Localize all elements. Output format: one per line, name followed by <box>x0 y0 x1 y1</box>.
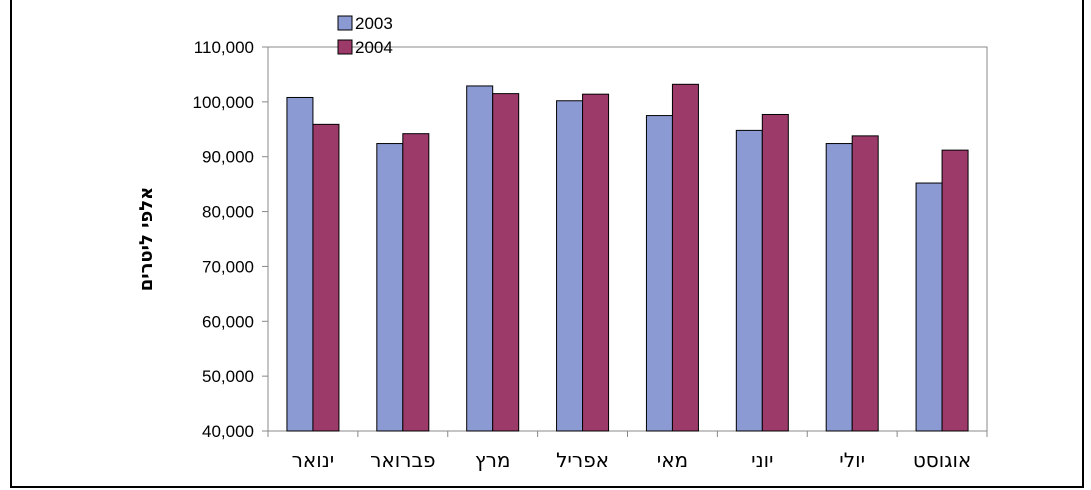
bar-2004-1 <box>312 123 340 432</box>
bar-2004-5 <box>671 83 699 432</box>
bar-2003-1 <box>286 96 314 432</box>
y-tick-label: 70,000 <box>202 257 254 276</box>
x-category-label: מרץ <box>475 448 511 472</box>
bar-2004-2 <box>402 133 430 432</box>
bar-2004-3 <box>492 93 520 432</box>
legend-label-2004: 2004 <box>355 38 393 57</box>
x-category-label: יולי <box>839 448 865 472</box>
bar-2003-4 <box>556 100 584 432</box>
x-category-label: ינואר <box>292 448 335 472</box>
y-tick-label: 40,000 <box>202 422 254 441</box>
legend: 2003 2004 <box>337 14 393 57</box>
bar-2004-8 <box>941 149 969 432</box>
bar-2004-6 <box>761 113 789 432</box>
bar-2003-2 <box>376 143 404 432</box>
y-tick-label: 60,000 <box>202 312 254 331</box>
bar-2004-4 <box>582 93 610 432</box>
plot-area <box>267 46 988 432</box>
bars-group <box>286 83 969 432</box>
x-category-label: אוגוסט <box>913 448 971 472</box>
legend-label-2003: 2003 <box>355 14 393 33</box>
y-tick-label: 50,000 <box>202 367 254 386</box>
x-axis: ינואר פברואר מרץ אפריל מאי יוני יולי אוגוסט <box>267 431 988 472</box>
x-category-label: פברואר <box>370 448 435 472</box>
y-tick-label: 90,000 <box>202 148 254 167</box>
x-category-label: מאי <box>657 448 688 472</box>
bar-2003-5 <box>645 115 673 432</box>
bar-2003-8 <box>915 182 943 432</box>
bar-2004-7 <box>851 135 879 432</box>
y-axis: 40,000 50,000 60,000 70,000 80,000 90,000 100,… <box>193 38 268 441</box>
legend-swatch-2004 <box>337 39 353 55</box>
y-tick-label: 100,000 <box>193 93 254 112</box>
y-tick-label: 110,000 <box>194 38 254 57</box>
x-category-label: אפריל <box>556 448 609 472</box>
bar-2003-7 <box>825 143 853 432</box>
x-category-label: יוני <box>751 448 773 472</box>
bar-2003-3 <box>466 85 494 432</box>
bar-2003-6 <box>735 129 763 432</box>
y-axis-label: אלפי ליטרים <box>136 187 157 291</box>
legend-swatch-2003 <box>337 15 353 31</box>
y-tick-label: 80,000 <box>202 203 254 222</box>
